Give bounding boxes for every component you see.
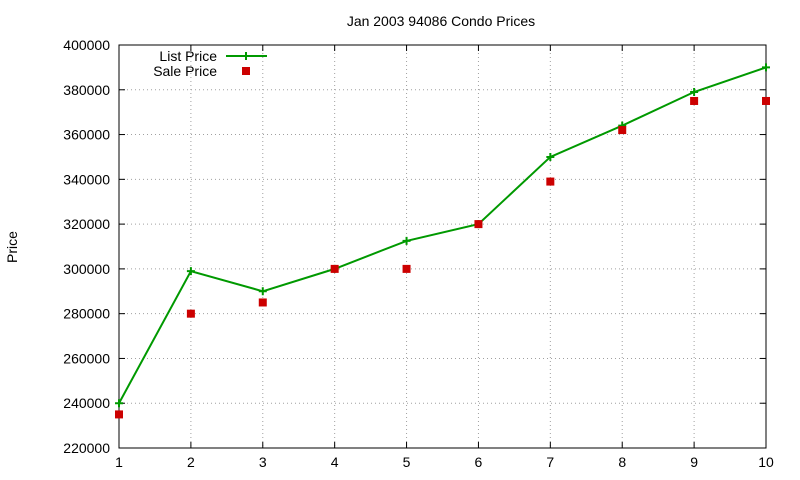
data-point [186,309,195,318]
data-point [258,287,267,296]
x-tick-label: 1 [115,454,123,470]
legend-marker [242,67,250,75]
data-point [186,267,195,276]
x-tick-label: 4 [331,454,339,470]
y-tick-label: 320000 [63,216,110,232]
x-tick-label: 6 [475,454,483,470]
y-tick-label: 220000 [63,440,110,456]
y-tick-label: 260000 [63,350,110,366]
y-tick-label: 300000 [63,261,110,277]
data-point [258,298,267,307]
y-tick-label: 340000 [63,171,110,187]
data-point [115,410,123,419]
plot-frame [118,44,767,449]
x-tick-label: 5 [403,454,411,470]
data-point [474,220,483,229]
x-tick-label: 7 [546,454,554,470]
x-tick-label: 3 [259,454,267,470]
x-tick-label: 8 [618,454,626,470]
data-point [546,177,555,186]
data-point [690,88,699,97]
data-point [690,96,699,105]
grid [119,45,766,448]
series-layer [115,63,770,419]
y-tick-label: 240000 [63,395,110,411]
data-point [402,264,411,273]
legend-label: List Price [159,48,217,64]
data-point [546,152,555,161]
x-tick-labels: 1 2 3 4 5 6 7 8 9 10 [115,454,774,470]
series-sale-price [115,96,770,419]
series-list-price [115,63,770,408]
series-line [118,66,767,404]
chart-title: Jan 2003 94086 Condo Prices [347,13,535,29]
data-point [618,126,627,135]
y-tick-labels: 220000 240000 260000 280000 300000 320000 3400… [63,37,110,456]
legend-label: Sale Price [153,63,217,79]
y-tick-label: 360000 [63,127,110,143]
legend-marker [242,52,250,60]
data-point [762,96,770,105]
y-tick-label: 400000 [63,37,110,53]
y-tick-label: 280000 [63,306,110,322]
data-point [402,236,411,245]
data-point [762,63,770,72]
y-axis-label: Price [4,231,20,263]
x-tick-label: 9 [690,454,698,470]
data-point [115,399,123,408]
data-point [330,264,339,273]
x-tick-label: 10 [758,454,774,470]
x-tick-label: 2 [187,454,195,470]
axis-ticks [118,44,767,449]
y-tick-label: 380000 [63,82,110,98]
